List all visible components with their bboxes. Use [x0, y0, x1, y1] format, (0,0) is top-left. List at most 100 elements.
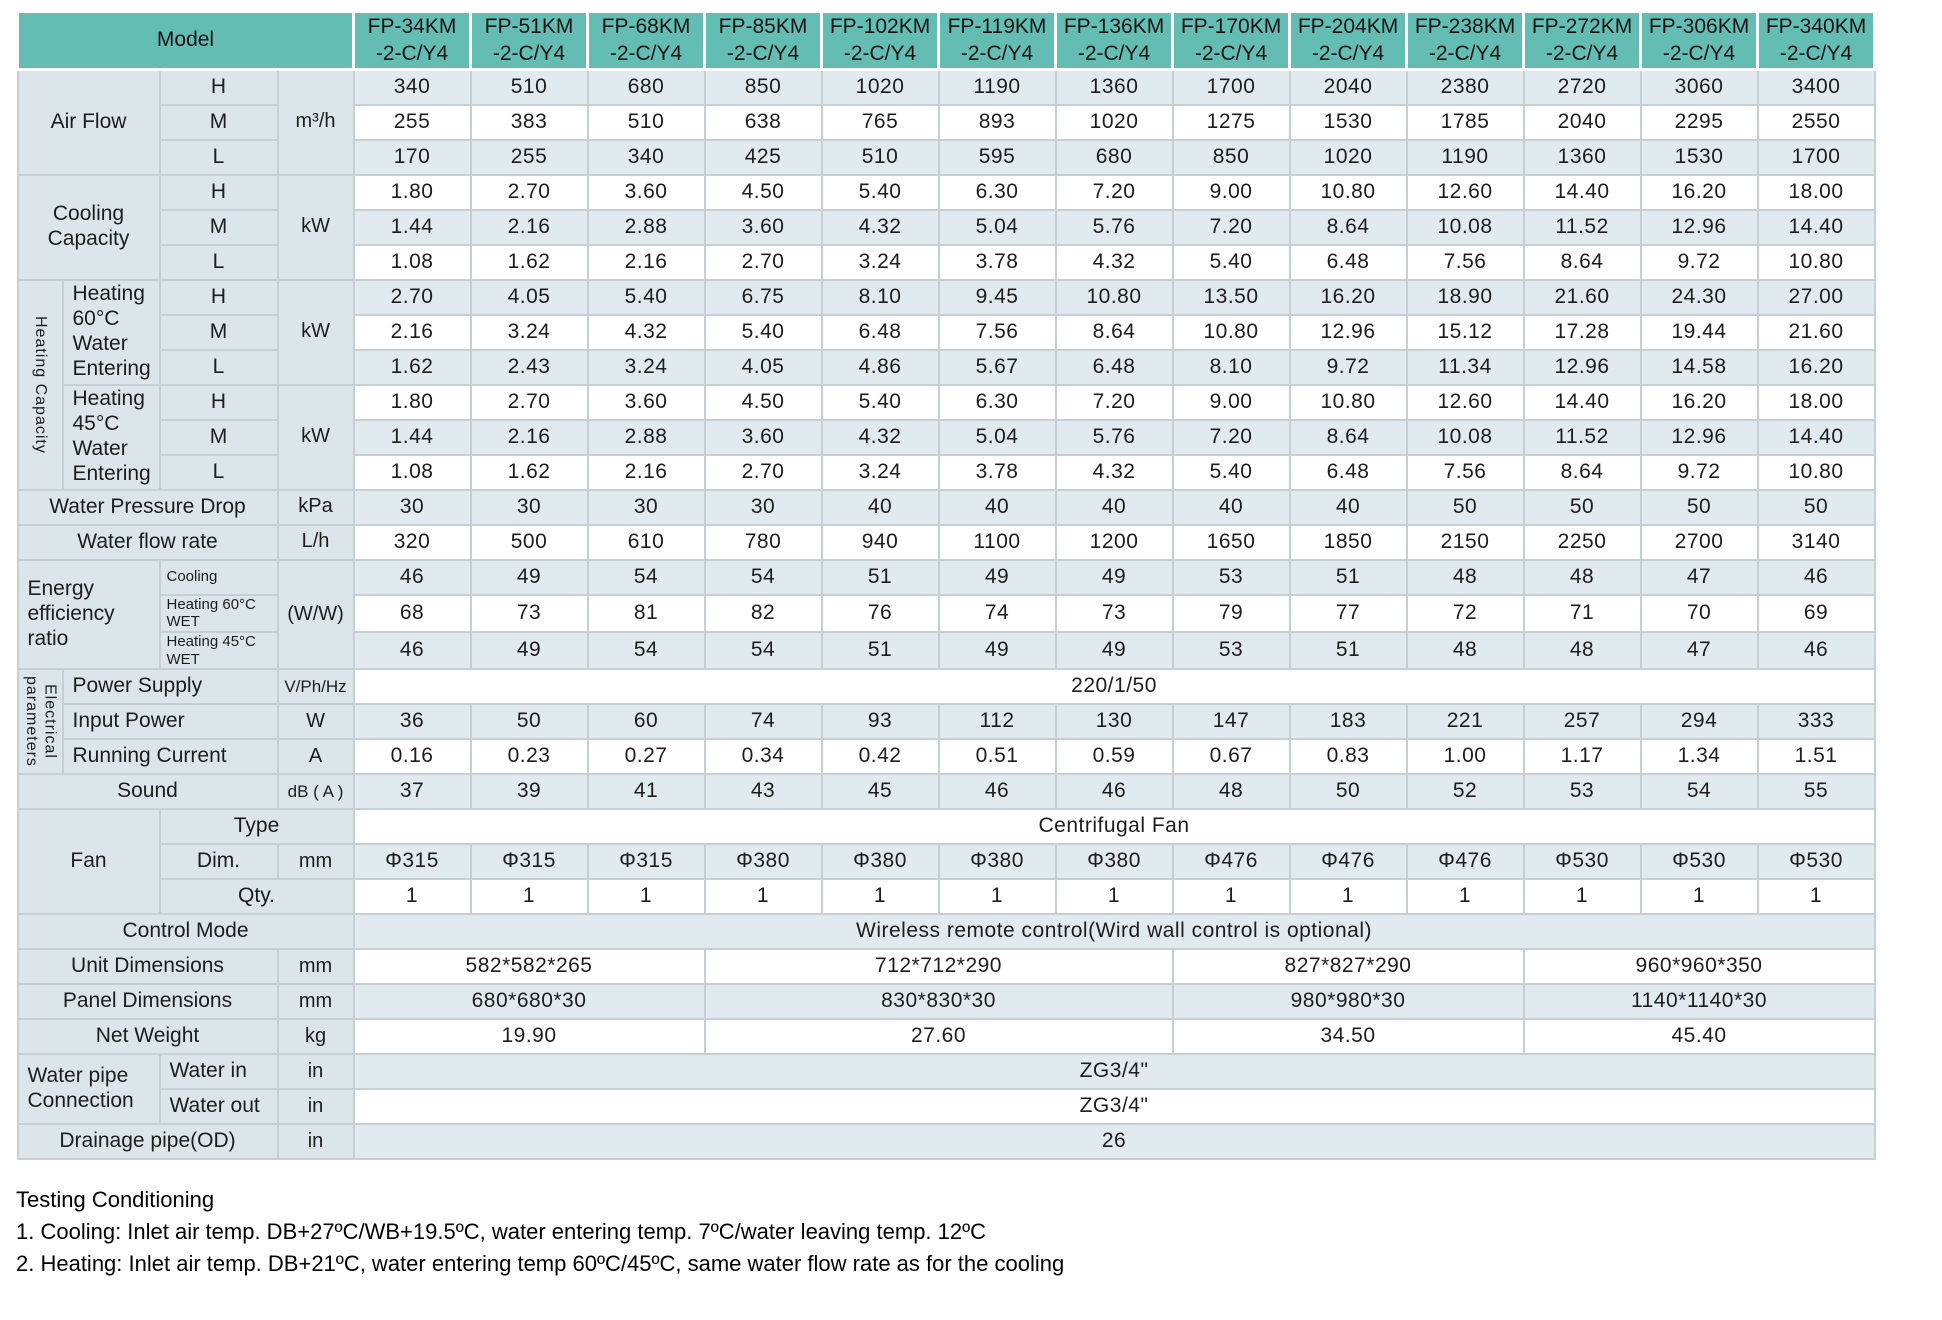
value-cell: 18.00: [1756, 173, 1876, 211]
value-cell: 1360: [1522, 138, 1642, 176]
value-cell: 4.32: [820, 418, 940, 456]
value-cell: 10.80: [1756, 453, 1876, 491]
value-cell: 1.62: [352, 348, 472, 386]
value-cell: 6.48: [1288, 453, 1408, 491]
value-cell: 5.76: [1054, 418, 1174, 456]
table-row: Energy efficiency ratio Cooling (W/W) 46 49 5…: [16, 558, 1876, 671]
value-cell: 17.28: [1522, 313, 1642, 351]
energy-efficiency-label: Energy efficiency ratio: [16, 558, 161, 671]
value-cell: 16.20: [1639, 383, 1759, 421]
water-out-value: ZG3/4": [352, 1088, 1876, 1126]
value-cell: 50: [1756, 488, 1876, 526]
value-cell: 1.08: [352, 243, 472, 281]
value-cell: 1020: [820, 68, 940, 106]
value-cell: 11.52: [1522, 418, 1642, 456]
value-cell: 51: [1288, 558, 1408, 596]
value-cell: 53: [1171, 630, 1291, 671]
value-cell: 0.59: [1054, 738, 1174, 776]
value-cell: 49: [1054, 558, 1174, 596]
value-cell: 14.40: [1756, 418, 1876, 456]
value-cell: 39: [469, 773, 589, 811]
spec-sheet: Model FP-34KM -2-C/Y4 FP-51KM -2-C/Y4 FP-68…: [15, 10, 1942, 1280]
value-cell: 4.50: [703, 173, 823, 211]
value-cell: 93: [820, 703, 940, 741]
value-cell: 1200: [1054, 523, 1174, 561]
table-row: Running Current A 0.16 0.23 0.27 0.34 0.42 0.51…: [18, 738, 1876, 776]
value-cell: 8.64: [1522, 243, 1642, 281]
value-cell: 7.20: [1171, 208, 1291, 246]
value-cell: 51: [820, 558, 940, 596]
value-cell: 4.50: [703, 383, 823, 421]
value-cell: 1: [1756, 878, 1876, 916]
value-cell: 2380: [1405, 68, 1525, 106]
value-cell: 0.51: [937, 738, 1057, 776]
airflow-unit: m³/h: [276, 68, 355, 176]
value-cell: 320: [352, 523, 472, 561]
net-weight-value: 27.60: [703, 1018, 1174, 1056]
value-cell: 12.96: [1639, 208, 1759, 246]
power-supply-label: Power Supply: [61, 668, 279, 706]
value-cell: 765: [820, 103, 940, 141]
value-cell: 18.90: [1405, 278, 1525, 316]
table-row: Input Power W 36 50 60 74 93 112 130 147 183 221 257…: [18, 703, 1876, 741]
unit-dimensions-value: 712*712*290: [703, 948, 1174, 986]
panel-dimensions-value: 830*830*30: [703, 983, 1174, 1021]
value-cell: 43: [703, 773, 823, 811]
table-row: Panel Dimensions mm 680*680*30 830*830*30 98…: [16, 983, 1876, 1021]
value-cell: 1530: [1639, 138, 1759, 176]
value-cell: 3.78: [937, 243, 1057, 281]
value-cell: 46: [1756, 630, 1876, 671]
value-cell: 1020: [1054, 103, 1174, 141]
electrical-parameters-label: Electrical parameters: [16, 668, 64, 776]
value-cell: 2700: [1639, 523, 1759, 561]
model-column-header: FP-85KM -2-C/Y4: [703, 10, 824, 71]
value-cell: 2.70: [352, 278, 472, 316]
fan-dim-label: Dim.: [158, 843, 279, 881]
value-cell: 49: [469, 630, 589, 671]
value-cell: 16.20: [1639, 173, 1759, 211]
value-cell: 24.30: [1639, 278, 1759, 316]
value-cell: 77: [1288, 593, 1408, 633]
value-cell: 79: [1171, 593, 1291, 633]
net-weight-value: 34.50: [1171, 1018, 1525, 1056]
value-cell: 595: [937, 138, 1057, 176]
value-cell: 1700: [1756, 138, 1876, 176]
value-cell: 69: [1756, 593, 1876, 633]
table-row: Water flow rate L/h 320 500 610 780 940 1100 120…: [16, 523, 1876, 561]
value-cell: 4.32: [1054, 243, 1174, 281]
value-cell: 9.72: [1639, 453, 1759, 491]
value-cell: 10.80: [1288, 383, 1408, 421]
value-cell: 46: [1054, 773, 1174, 811]
model-header-row: Model FP-34KM -2-C/Y4 FP-51KM -2-C/Y4 FP-68…: [15, 10, 1877, 71]
value-cell: 1.62: [469, 243, 589, 281]
model-column-header: FP-119KM -2-C/Y4: [937, 10, 1058, 71]
model-column-header: FP-68KM -2-C/Y4: [586, 10, 707, 71]
speed-mid-label: M: [158, 103, 279, 141]
table-row: Heating 45°C WET 46 49 54 54 51 49 49 53 51 48 48 47…: [18, 630, 1876, 671]
value-cell: 9.72: [1288, 348, 1408, 386]
value-cell: 1: [1405, 878, 1525, 916]
value-cell: 5.04: [937, 208, 1057, 246]
model-column-header: FP-340KM -2-C/Y4: [1756, 10, 1877, 71]
speed-high-label: H: [158, 68, 279, 106]
value-cell: 3.24: [469, 313, 589, 351]
value-cell: 10.80: [1171, 313, 1291, 351]
eer-cooling-label: Cooling: [158, 558, 279, 596]
value-cell: 112: [937, 703, 1057, 741]
value-cell: 221: [1405, 703, 1525, 741]
value-cell: Φ380: [820, 843, 940, 881]
unit-dimensions-value: 582*582*265: [352, 948, 706, 986]
table-row: M 1.44 2.16 2.88 3.60 4.32 5.04 5.76 7.20 8.64 10.…: [18, 208, 1876, 246]
value-cell: 73: [469, 593, 589, 633]
panel-dimensions-unit: mm: [276, 983, 355, 1021]
value-cell: 940: [820, 523, 940, 561]
value-cell: 5.40: [1171, 243, 1291, 281]
value-cell: 16.20: [1288, 278, 1408, 316]
value-cell: 7.20: [1171, 418, 1291, 456]
value-cell: 12.60: [1405, 383, 1525, 421]
value-cell: 780: [703, 523, 823, 561]
value-cell: 40: [1288, 488, 1408, 526]
value-cell: 1: [1639, 878, 1759, 916]
value-cell: 2.16: [469, 418, 589, 456]
